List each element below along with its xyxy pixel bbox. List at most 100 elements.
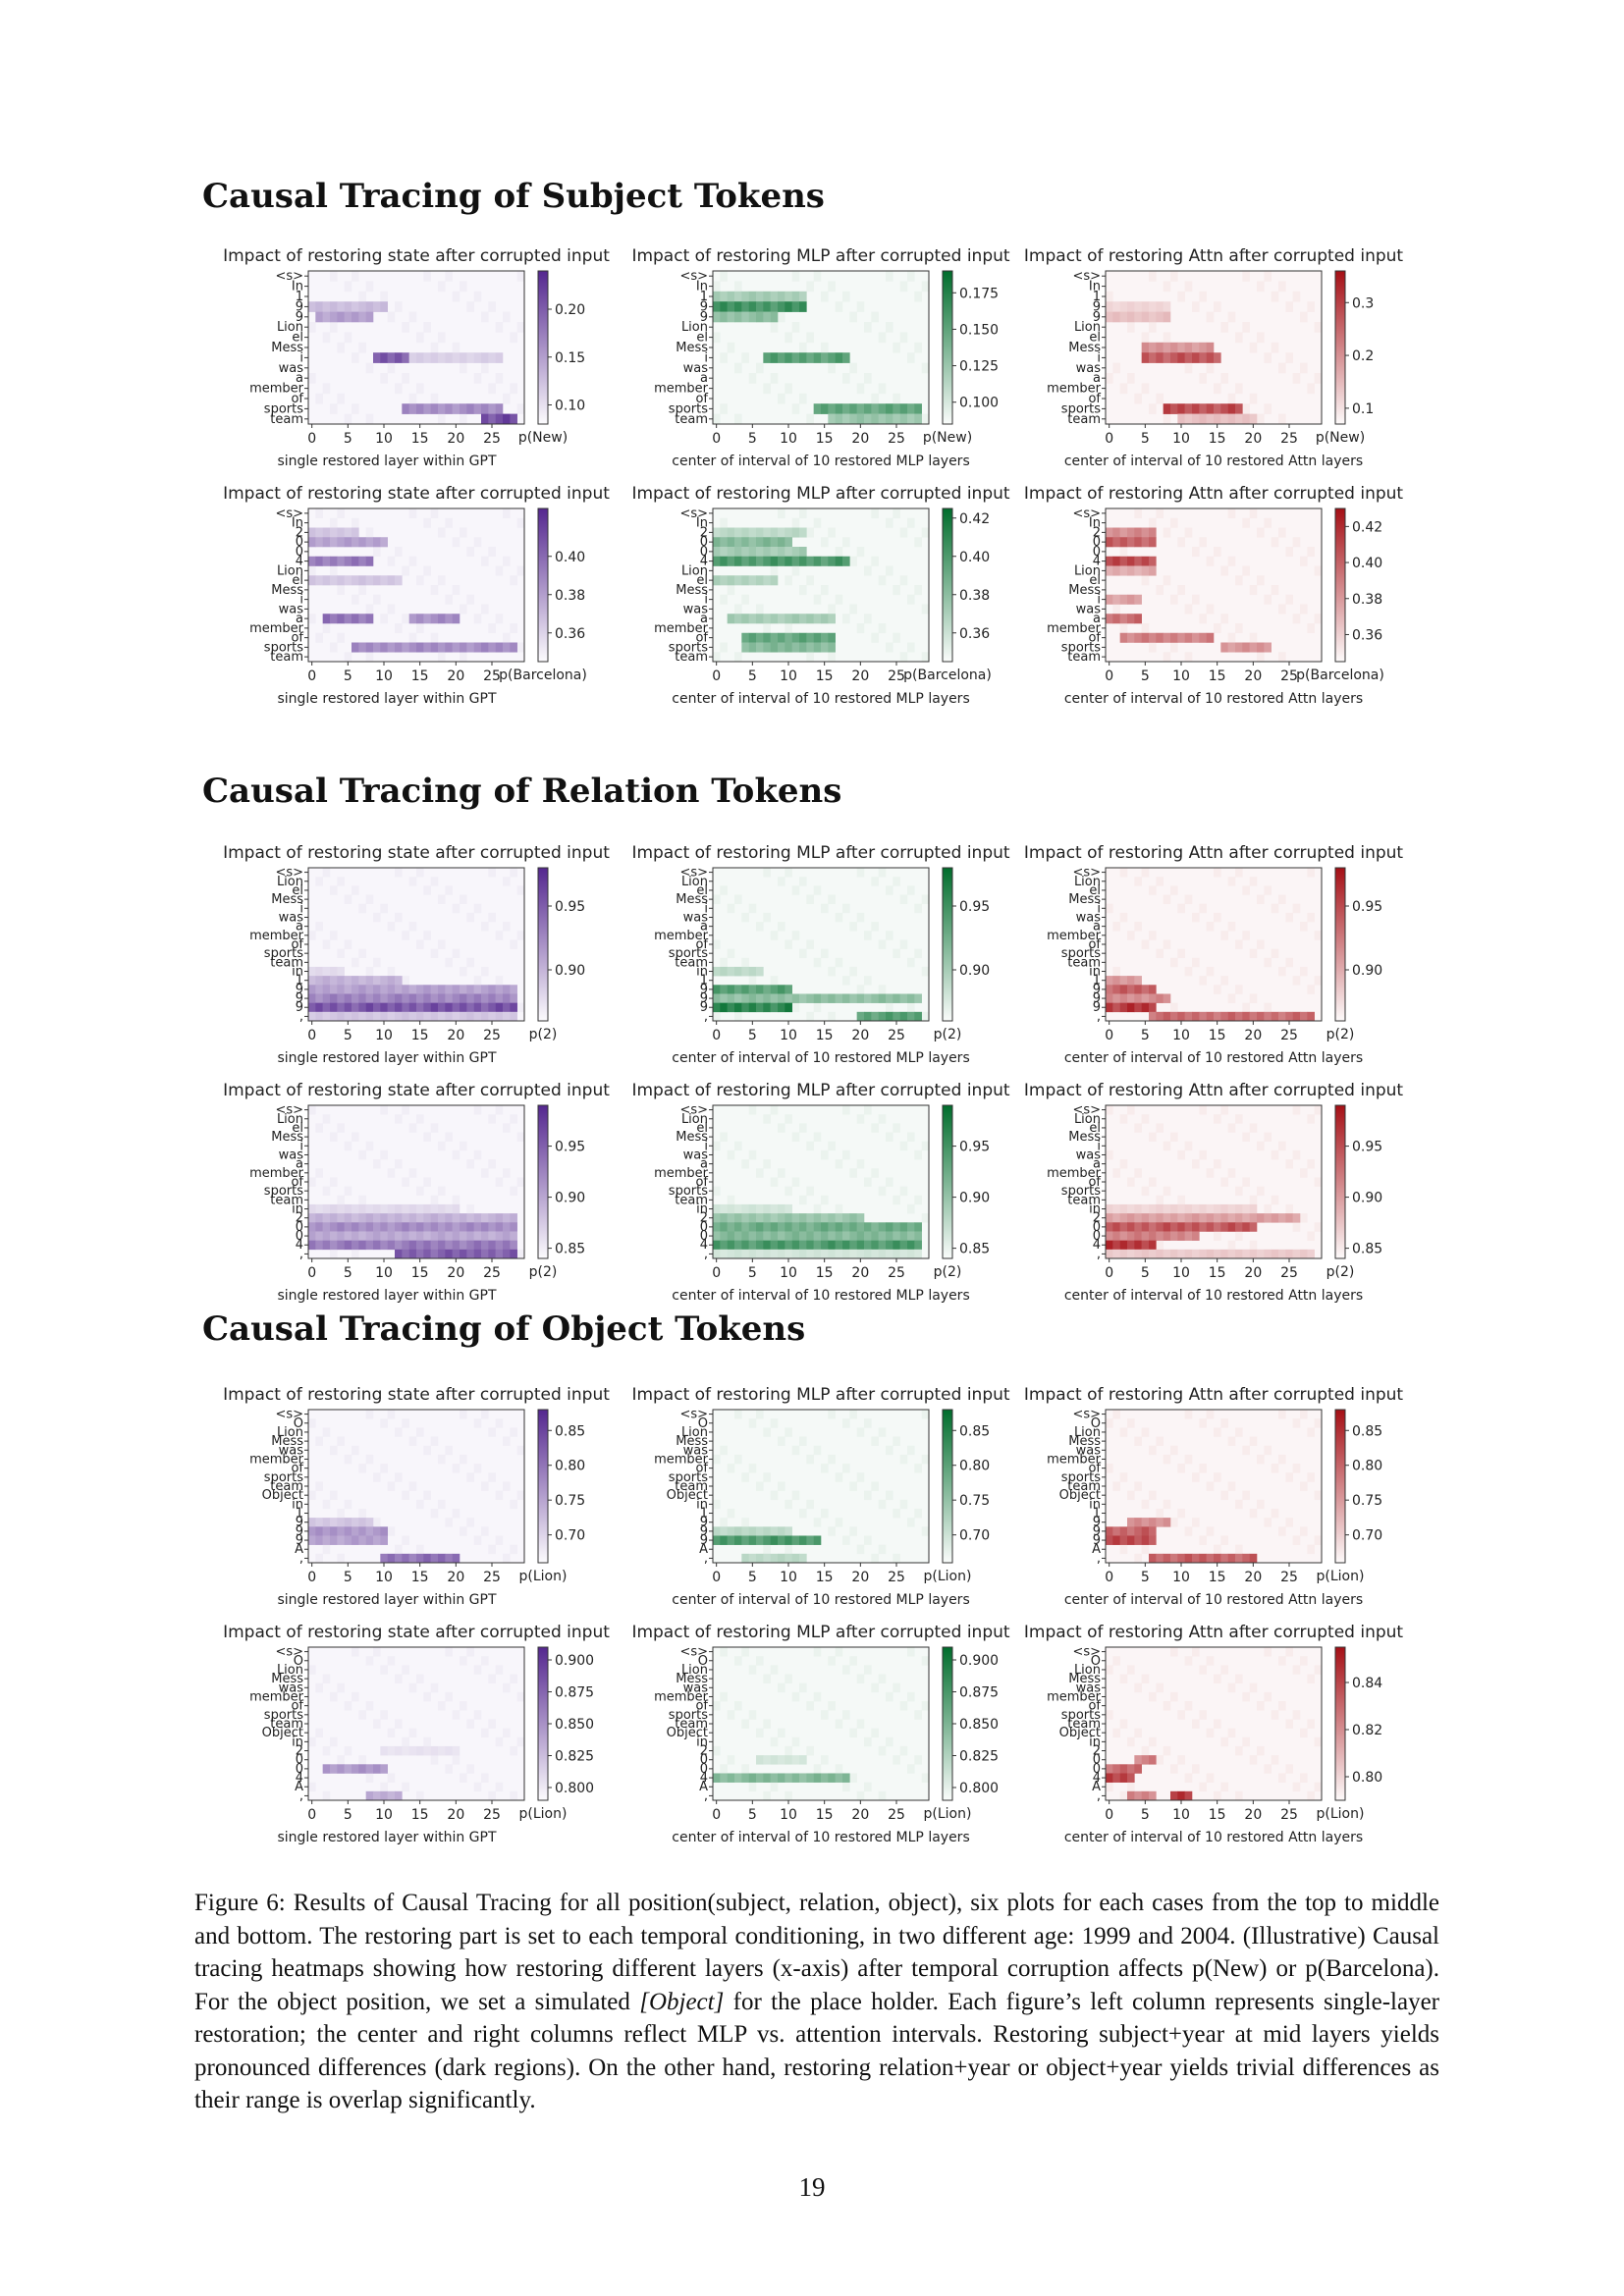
heatmap-cell-hot [756,1231,764,1241]
token-label: of [1088,1462,1101,1476]
heatmap-cell [358,1149,366,1160]
heatmap-cell-hot [322,1213,331,1223]
x-tick-label: 15 [411,1028,429,1043]
heatmap-cell [893,877,900,886]
heatmap-cell [1149,1445,1157,1456]
heatmap-cell [1214,912,1221,923]
heatmap-cell [438,1701,446,1711]
heatmap-cell [423,517,431,528]
heatmap-cell [778,1682,785,1693]
panel-title: Impact of restoring MLP after corrupted … [631,246,1009,266]
heatmap-cell-hot [1249,1203,1258,1214]
heatmap-cell [488,1719,496,1729]
heatmap-cell-hot [727,1773,735,1783]
token-label: sports [669,401,708,416]
heatmap-cell [516,1445,525,1456]
colorbar-tick-label: 0.90 [555,1191,585,1206]
heatmap-cell [322,1499,331,1510]
heatmap-cell-hot [373,993,381,1003]
heatmap-cell [488,1114,496,1124]
heatmap-cell [914,1464,922,1473]
heatmap-cell [1307,547,1315,558]
heatmap-cell [380,1665,388,1675]
heatmap-cell [720,1691,728,1702]
heatmap-cell-hot [402,1231,409,1241]
heatmap-cell [921,604,930,614]
token-label: <s> [679,1103,708,1118]
heatmap-cell-hot [1127,1203,1135,1214]
heatmap-cell [438,1454,446,1465]
heatmap-cell-hot [1149,352,1157,363]
token-label: was [1076,1148,1102,1162]
heatmap-cell-hot [373,1002,381,1013]
heatmap-cell-hot [748,556,757,566]
heatmap-cell-hot [778,1203,785,1214]
heatmap-cell-hot [1271,1249,1279,1259]
heatmap-cell-hot [799,1231,807,1241]
colorbar [942,867,953,1022]
heatmap-cell [886,1736,893,1747]
heatmap-cell-hot [365,1518,374,1527]
colorbar-unit-label: p(Lion) [924,1569,972,1584]
heatmap-cell-hot [806,1773,814,1783]
heatmap-cell-hot [495,1213,504,1223]
heatmap-cell-hot [488,403,496,414]
heatmap-cell [516,1177,525,1187]
heatmap-cell-hot [756,993,764,1003]
heatmap-cell-hot [322,1518,331,1527]
heatmap-cell [1141,939,1150,949]
heatmap-cell [785,939,792,949]
heatmap-cell [921,1656,930,1666]
heatmap-cell [1127,1782,1135,1792]
heatmap-cell [899,939,908,949]
heatmap-cell-hot [1177,352,1185,363]
heatmap-cell [835,1764,843,1774]
token-label: 2 [296,525,303,540]
heatmap-cell [1184,527,1193,538]
heatmap-cell [864,1665,872,1675]
heatmap-cell [1214,868,1221,878]
heatmap-cell [344,652,352,663]
heatmap-cell [503,1481,511,1491]
heatmap-cell [1314,1736,1323,1747]
heatmap-cell [734,281,742,293]
heatmap-cell-hot [1134,1526,1142,1536]
x-axis-label: single restored layer within GPT [277,691,496,707]
heatmap-cell [886,1490,893,1501]
heatmap-cell [1314,1105,1323,1115]
heatmap-cell-hot [1192,1231,1200,1241]
token-label: Lion [681,1663,708,1678]
heatmap-cell-hot [1192,413,1200,425]
heatmap-cell-hot [864,993,872,1003]
heatmap-cell-hot [438,1231,446,1241]
heatmap-cell-hot [1214,1213,1221,1223]
heatmap-cell-hot [438,614,446,624]
heatmap-cell [466,594,474,605]
heatmap-cell-hot [365,575,374,586]
heatmap-cell-hot [799,556,807,566]
heatmap-cell-hot [1119,1203,1128,1214]
heatmap-cell [402,1418,409,1428]
x-tick-label: 20 [851,1570,869,1585]
token-label: A [699,1542,708,1557]
heatmap-cell [849,1526,857,1536]
heatmap-cell-hot [308,1535,316,1545]
heatmap-cell [358,903,366,914]
heatmap-cell [893,1755,900,1765]
token-label: team [675,1717,708,1732]
heatmap-cell-hot [337,1240,345,1251]
token-label: 4 [296,1238,303,1253]
heatmap-cell [516,1691,525,1702]
heatmap-cell-hot [1227,1249,1236,1259]
heatmap-cell [727,1195,735,1205]
heatmap-cell-hot [1119,527,1128,538]
heatmap-cell-hot [344,1535,352,1545]
heatmap-cell [1307,1231,1315,1241]
heatmap-cell-hot [495,1002,504,1013]
colorbar-tick-label: 0.825 [959,1749,999,1765]
heatmap-cell [720,1764,728,1774]
heatmap-cell [1134,393,1142,404]
heatmap-cell-hot [380,1790,388,1801]
x-tick-label: 25 [483,431,501,447]
heatmap-cell-hot [791,1773,800,1783]
